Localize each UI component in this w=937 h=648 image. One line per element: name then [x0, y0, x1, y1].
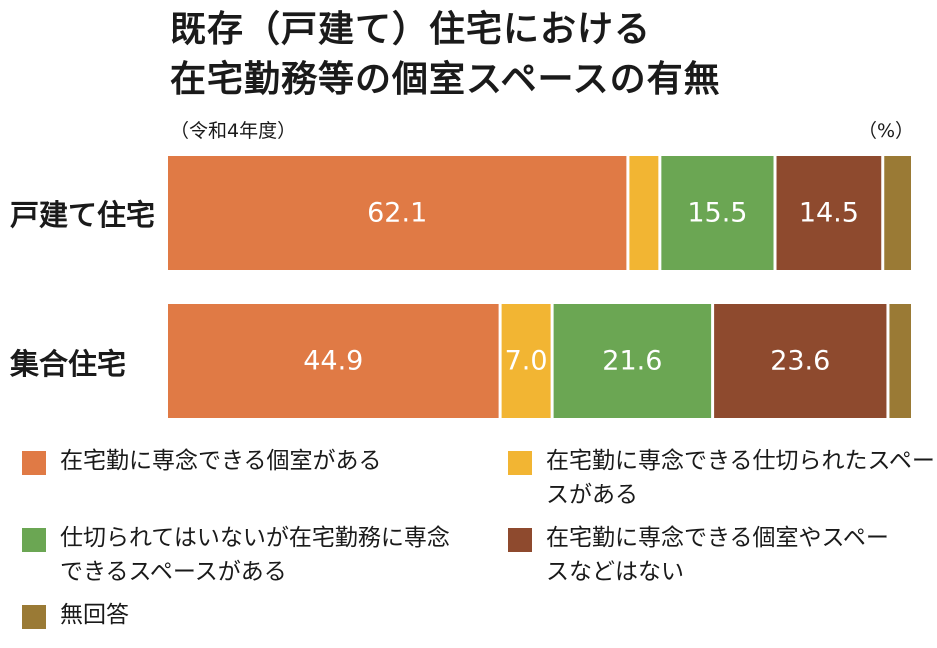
bar-apartment-partitioned-space — [501, 304, 551, 418]
legend-label-partitioned-space: 在宅勤に専念できる仕切られたスペースがある — [546, 448, 935, 508]
legend-swatch-private-room — [22, 451, 46, 475]
bar-value-apartment-partitioned-space: 7.0 — [505, 346, 548, 377]
bar-value-apartment-unpartitioned-space: 21.6 — [602, 346, 662, 377]
bar-value-apartment-private-room: 44.9 — [303, 346, 363, 377]
legend-label-unpartitioned-space: 仕切られてはいないが在宅勤務に専念できるスペースがある — [60, 525, 450, 585]
bar-apartment-no-space — [714, 304, 887, 418]
bar-apartment-unpartitioned-space — [553, 304, 712, 418]
chart-subtitle-year: （令和4年度） — [170, 120, 297, 142]
legend-label-private-room: 在宅勤に専念できる個室がある — [60, 448, 382, 474]
chart-title-line1: 既存（戸建て）住宅における — [170, 9, 652, 50]
bar-detached-house-unpartitioned-space — [661, 156, 774, 270]
legend-label-no-space: 在宅勤に専念できる個室やスペースなどはない — [546, 525, 889, 585]
row-label-detached-house: 戸建て住宅 — [10, 198, 156, 232]
bar-value-apartment-no-space: 23.6 — [770, 346, 830, 377]
bar-detached-house-private-room — [168, 156, 627, 270]
bar-detached-house-partitioned-space — [629, 156, 659, 270]
stacked-bar-chart: 62.1 15.5 14.5 44.9 7.0 21.6 23.6 — [168, 156, 911, 418]
legend-swatch-no-answer — [22, 605, 46, 629]
bar-apartment-no-answer — [889, 304, 911, 418]
bar-apartment-private-room — [168, 304, 499, 418]
bar-value-detached-house-no-space: 14.5 — [799, 198, 859, 229]
chart-unit-label: （%） — [858, 120, 915, 142]
legend-label-no-answer: 無回答 — [60, 602, 129, 628]
legend-swatch-unpartitioned-space — [22, 528, 46, 552]
legend-swatch-partitioned-space — [508, 451, 532, 475]
bar-detached-house-no-answer — [884, 156, 911, 270]
legend-swatch-no-space — [508, 528, 532, 552]
chart-title-line2: 在宅勤務等の個室スペースの有無 — [170, 59, 721, 100]
row-label-apartment: 集合住宅 — [10, 347, 127, 381]
bar-detached-house-no-space — [776, 156, 882, 270]
bar-value-detached-house-private-room: 62.1 — [367, 198, 427, 229]
bar-value-detached-house-unpartitioned-space: 15.5 — [687, 198, 747, 229]
